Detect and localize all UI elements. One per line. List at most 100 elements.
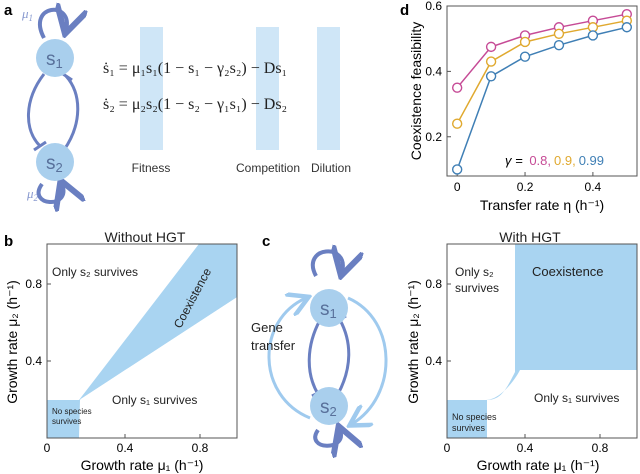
s2-self-loop [36, 184, 64, 202]
c-node-s2-label: s [320, 397, 330, 418]
panel-b-axes [46, 243, 238, 439]
mu2-label: μ [26, 186, 34, 201]
c-transfer-arrow-right [348, 296, 388, 424]
c-no-species-region [447, 400, 487, 438]
d-point-0.8 [485, 41, 497, 53]
c-ytick-0: 0.4 [425, 354, 442, 368]
c-no-species-label-2: survives [452, 423, 486, 433]
d-ylabel: Coexistence feasibility [408, 22, 424, 161]
inhibit-s2-to-s1 [62, 75, 80, 151]
node-s2-label: s [46, 153, 56, 174]
b-ytick-0: 0.4 [25, 354, 42, 368]
dilution-label: Dilution [311, 161, 351, 175]
d-point-0.99 [553, 40, 565, 51]
d-ytick-label: 0.2 [425, 130, 442, 144]
d-xlabel: Transfer rate η (h⁻¹) [480, 197, 604, 213]
b-xlabel: Growth rate μ₁ (h⁻¹) [81, 457, 204, 473]
b-xtick-2: 0.8 [192, 441, 209, 455]
d-legend-prefix: γ = [505, 153, 526, 168]
c-node-s1 [310, 289, 348, 327]
d-xtick-label: 0.4 [585, 180, 602, 194]
c-transfer-arrow-left [267, 298, 310, 420]
node-s1 [36, 39, 74, 77]
c-xlabel: Growth rate μ₁ (h⁻¹) [477, 457, 600, 473]
d-xtick-label: 0 [454, 180, 461, 194]
d-point-0.9 [485, 56, 497, 67]
dilution-highlight [317, 27, 340, 150]
c-xtick-2: 0.8 [592, 441, 609, 455]
b-ytick-1: 0.8 [25, 277, 42, 291]
d-point-0.9 [451, 118, 463, 129]
c-ytick-1: 0.8 [425, 277, 442, 291]
d-legend-entry-0.9: 0.9, [554, 153, 576, 168]
coexistence-chart: 0 0.2 0.4 0.2 0.4 0.6 γ = 0.8, 0.9, 0.99 Transfer… [408, 0, 638, 213]
d-point-0.8 [451, 82, 463, 93]
d-legend-entry-0.99: 0.99 [579, 153, 604, 168]
svg-text:μ2: μ2 [26, 186, 39, 203]
d-series-line-0.9 [456, 19, 627, 125]
c-only-s2-label-2: survives [455, 281, 499, 295]
d-point-0.99 [519, 51, 531, 62]
b-xtick-0: 0 [44, 441, 51, 455]
b-no-species-region [47, 400, 79, 438]
panel-c-axes [446, 243, 638, 439]
inhibit-s1-to-s2 [27, 73, 46, 148]
b-no-species-label-2: survives [52, 417, 81, 426]
gene-transfer-label-1: Gene [251, 320, 283, 335]
d-xtick-label: 0.2 [517, 180, 534, 194]
panel-b-title: Without HGT [105, 229, 186, 245]
d-point-0.99 [587, 30, 599, 41]
c-no-species-label-1: No species [452, 412, 497, 422]
competition-label: Competition [236, 161, 300, 175]
c-s2-self-loop [313, 430, 341, 446]
c-inhibit-s2-to-s1 [336, 319, 351, 395]
fitness-label: Fitness [132, 161, 171, 175]
b-ylabel: Growth rate μ₂ (h⁻¹) [4, 280, 20, 404]
c-coexistence-label: Coexistence [532, 264, 604, 279]
fitness-highlight [140, 27, 163, 150]
d-axes-frame [446, 5, 638, 177]
b-xtick-1: 0.4 [117, 441, 134, 455]
d-point-0.9 [553, 28, 565, 39]
c-node-s1-label: s [320, 299, 330, 320]
c-only-s2-label-1: Only s₂ [455, 265, 494, 279]
panel-d-label: d [400, 2, 409, 19]
panel-b-label: b [4, 233, 13, 250]
competition-highlight [256, 27, 279, 150]
panel-c-label: c [262, 233, 270, 250]
svg-text:s1: s1 [320, 299, 337, 321]
c-xtick-1: 0.4 [517, 441, 534, 455]
d-legend: γ = 0.8, 0.9, 0.99 [505, 153, 604, 168]
d-ytick-label: 0.4 [425, 64, 442, 78]
c-coexistence-region [447, 244, 637, 438]
c-inhibit-s1-to-s2 [307, 319, 322, 395]
d-series-line-0.8 [456, 13, 627, 89]
mu1-label: μ [21, 6, 29, 21]
b-only-s2-label: Only s₂ survives [52, 265, 138, 279]
panel-a-label: a [4, 2, 13, 19]
node-s2 [36, 143, 74, 181]
b-no-species-label-1: No species [52, 407, 92, 416]
svg-text:μ1: μ1 [21, 6, 33, 23]
d-point-0.99 [485, 71, 497, 82]
c-s1-self-loop [311, 251, 343, 276]
d-ytick-label: 0.6 [425, 0, 442, 13]
s1-self-loop [38, 10, 67, 38]
d-point-0.99 [621, 22, 633, 33]
panel-c-title: With HGT [499, 229, 561, 245]
b-only-s1-label: Only s₁ survives [112, 393, 197, 407]
d-series-line-0.99 [456, 26, 627, 170]
c-xtick-0: 0 [444, 441, 451, 455]
svg-text:s2: s2 [46, 153, 63, 175]
equation-1: ṡ₁ = μ₁s₁(1 − s₁ − γ₂s₂) − Ds₁ [103, 60, 287, 77]
svg-text:s2: s2 [320, 397, 337, 419]
d-legend-entry-0.8: 0.8, [529, 153, 551, 168]
svg-text:s1: s1 [46, 49, 63, 71]
c-only-s1-label: Only s₁ survives [534, 391, 619, 405]
node-s1-label: s [46, 49, 56, 70]
c-node-s2 [310, 387, 348, 425]
d-point-0.99 [451, 164, 463, 175]
gene-transfer-label-2: transfer [251, 338, 296, 353]
c-ylabel: Growth rate μ₂ (h⁻¹) [405, 280, 421, 404]
equation-2: ṡ₂ = μ₂s₂(1 − s₂ − γ₁s₁) − Ds₂ [103, 96, 287, 113]
